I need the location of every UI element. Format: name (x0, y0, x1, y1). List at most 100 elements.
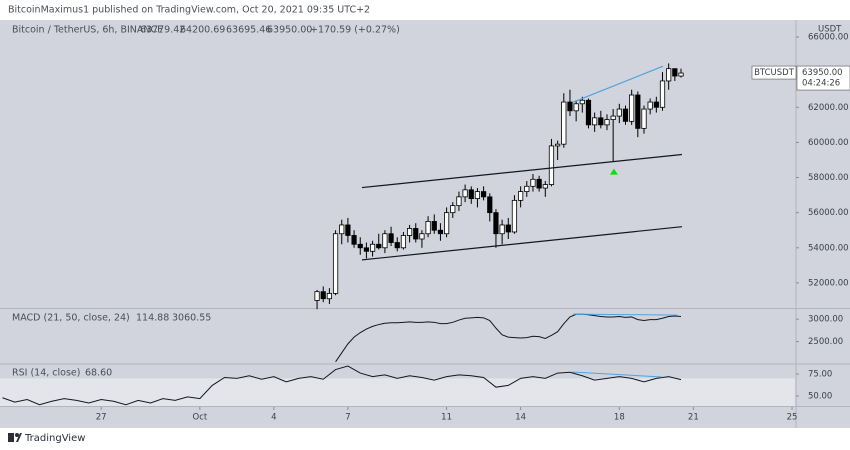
candle-body (672, 68, 678, 77)
candle-body (493, 212, 499, 235)
footer-logo (8, 433, 22, 442)
high-value: 64200.69 (180, 25, 225, 36)
symbol: Bitcoin / TetherUS, 6h, BINANCE (12, 25, 163, 36)
chart-background (0, 20, 850, 428)
candle-body (474, 191, 481, 200)
indicator-line (335, 313, 682, 363)
candle-body (561, 101, 567, 145)
candle-body (320, 291, 326, 300)
candle-body (579, 99, 585, 105)
macd-value: 3060.55 (172, 313, 211, 324)
candle-body (462, 189, 468, 198)
x-tick-label: 18 (614, 413, 625, 423)
trend-line (572, 65, 664, 103)
candle-body (388, 233, 394, 243)
candle-body (400, 235, 407, 249)
y-tick-label: 54000.00 (808, 243, 849, 253)
marker-triangle-up (609, 168, 618, 175)
candle-body (511, 199, 518, 233)
y-tick-label: 60000.00 (808, 138, 849, 148)
y-tick-label: 62000.00 (808, 103, 849, 113)
y-tick-label: 66000.00 (808, 33, 849, 43)
candle-body (567, 101, 573, 112)
candle-body (499, 224, 505, 235)
candle-body (592, 117, 598, 126)
x-tick-label: 4 (271, 413, 276, 423)
change-value: +170.59 (+0.27%) (310, 25, 400, 36)
candle-body (376, 243, 382, 249)
candle-body (450, 205, 456, 214)
x-tick-label: 25 (787, 413, 798, 423)
candle-body (548, 145, 555, 185)
macd-title: MACD (21, 50, close, 24) (12, 313, 130, 324)
symbol-tag (751, 65, 797, 80)
candle-body (481, 191, 487, 198)
candle-body (419, 233, 425, 240)
currency-label: USDT (818, 25, 842, 35)
candle-body (585, 99, 592, 126)
x-tick-label: 7 (345, 413, 350, 423)
candle-body (536, 178, 542, 189)
candle-body (647, 101, 653, 110)
countdown-label: 04:24:26 (802, 79, 840, 89)
candle-body (622, 108, 629, 122)
candle-body (530, 178, 536, 187)
candle-body (635, 94, 641, 129)
candle-body (345, 224, 351, 236)
candle-body (413, 228, 419, 240)
candle-body (598, 117, 604, 126)
rsi-value: 68.60 (85, 368, 112, 379)
candle-body (406, 228, 413, 236)
candle-body (369, 243, 376, 252)
candle-body (363, 247, 370, 252)
rsi-band (0, 378, 795, 406)
price-tag (796, 65, 850, 91)
footer-brand: TradingView (24, 433, 85, 444)
y-tick-label: 2500.00 (808, 337, 843, 347)
candle-body (431, 221, 437, 231)
y-tick-label: 58000.00 (808, 173, 849, 183)
x-tick-label: 27 (96, 413, 107, 423)
candle-body (518, 191, 524, 201)
candle-body (573, 103, 579, 112)
candle-body (332, 233, 339, 294)
trend-line (361, 153, 683, 189)
candle-body (542, 184, 548, 189)
candle-body (505, 224, 511, 233)
candle-body (351, 235, 357, 245)
divergence-line (571, 371, 663, 378)
candle-body (666, 68, 672, 82)
rsi-title: RSI (14, close) (12, 368, 80, 379)
candle-body (425, 221, 431, 235)
candle-body (616, 108, 622, 117)
candle-body (555, 143, 561, 147)
x-tick-label: 11 (441, 413, 452, 423)
candle-body (468, 189, 474, 200)
x-tick-label: 14 (515, 413, 526, 423)
publisher-line: BitcoinMaximus1 published on TradingView… (8, 5, 370, 16)
candle-body (394, 242, 400, 249)
candle-body (659, 80, 666, 108)
open-value: 63779.42 (140, 25, 185, 36)
y-tick-label: 56000.00 (808, 208, 849, 218)
low-value: 63695.46 (226, 25, 271, 36)
candle-body (314, 291, 320, 301)
candle-body (444, 212, 450, 235)
symbol-tag-label: BTCUSDT (754, 68, 795, 78)
candle-body (610, 115, 616, 120)
candle-body (487, 196, 493, 214)
candle-body (653, 101, 659, 108)
candle-body (326, 293, 332, 300)
candle-body (456, 196, 462, 207)
price-tag-label: 63950.00 (802, 68, 843, 78)
candle-body (678, 72, 684, 77)
macd-signal: 114.88 (136, 313, 169, 324)
y-tick-label: 52000.00 (808, 278, 849, 288)
trend-line (361, 226, 683, 261)
candle-body (339, 224, 345, 235)
candle-body (604, 119, 610, 126)
y-tick-label: 3000.00 (808, 315, 843, 325)
x-tick-label: Oct (193, 413, 208, 423)
x-tick-label: 21 (688, 413, 699, 423)
